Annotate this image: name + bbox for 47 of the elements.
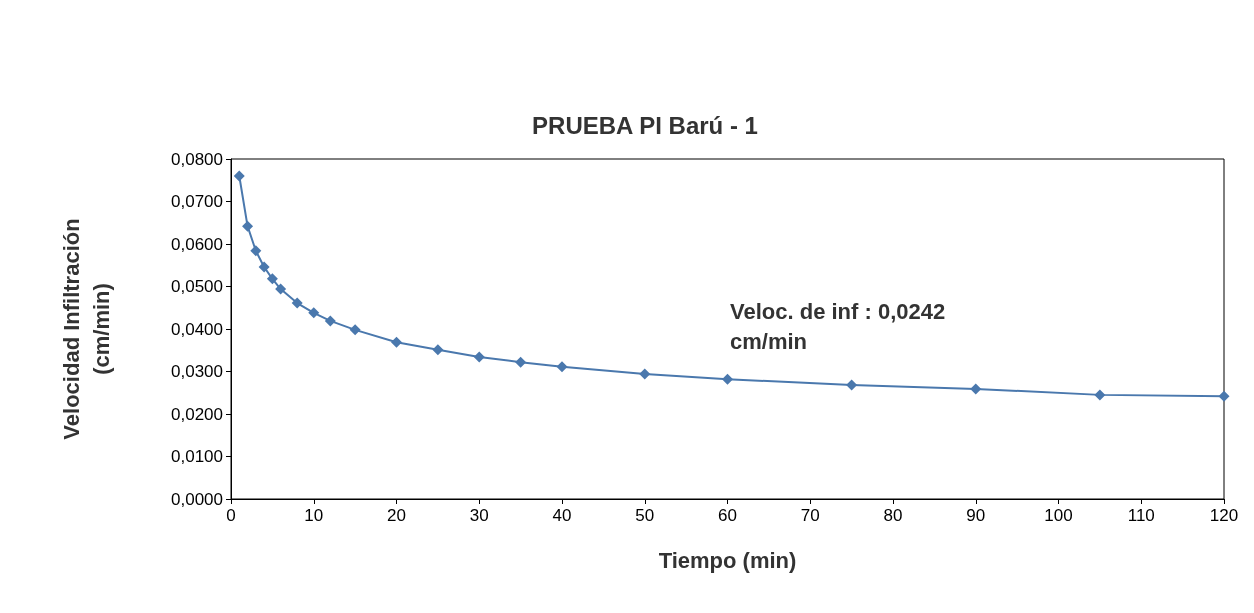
x-tick-label: 100 — [1044, 506, 1073, 525]
y-tick-label: 0,0400 — [171, 319, 223, 339]
point — [639, 368, 651, 380]
point — [432, 344, 444, 356]
x-tick-label: 120 — [1209, 506, 1239, 525]
y-tick-label: 0,0000 — [171, 489, 223, 509]
x-tick-label: 40 — [552, 506, 572, 525]
point — [556, 361, 568, 373]
y-tick-label: 0,0300 — [171, 362, 223, 381]
x-tick-label: 10 — [304, 506, 324, 525]
point — [722, 373, 733, 385]
y-tick-label: 0,0700 — [171, 192, 223, 211]
point — [515, 356, 527, 368]
point — [324, 315, 336, 327]
y-axis-title: Velocidad Infiltración (cm/min) — [58, 218, 114, 440]
point — [1094, 389, 1106, 401]
x-tick-label: 90 — [966, 506, 986, 525]
point — [473, 351, 485, 363]
point — [846, 379, 858, 391]
point — [970, 383, 982, 395]
point — [266, 273, 278, 285]
y-tick-label: 0,0600 — [171, 234, 223, 254]
point — [275, 283, 287, 295]
x-tick-label: 50 — [635, 506, 655, 525]
x-tick-label: 110 — [1127, 506, 1155, 525]
point — [250, 245, 262, 257]
point — [1218, 390, 1230, 402]
x-tick-label: 20 — [387, 506, 406, 525]
point — [349, 324, 361, 336]
point — [258, 261, 270, 273]
x-tick-label: 70 — [800, 506, 820, 525]
y-tick-label: 0,0500 — [171, 277, 223, 296]
point — [308, 307, 320, 319]
x-tick-label: 80 — [883, 506, 903, 525]
x-tick-label: 60 — [718, 506, 737, 525]
y-tick-label: 0,0800 — [171, 149, 223, 169]
x-axis-title: Tiempo (min) — [658, 547, 797, 573]
y-tick-label: 0,0100 — [171, 447, 223, 466]
point — [391, 336, 402, 348]
annotation: Veloc. de inf : 0,0242 cm/min — [730, 298, 946, 354]
x-tick-label: 0 — [226, 506, 236, 525]
point — [242, 220, 254, 232]
x-tick-label: 30 — [469, 506, 489, 525]
y-tick-label: 0,0200 — [171, 404, 223, 424]
point — [233, 170, 245, 182]
chart-title: PRUEBA PI Barú - 1 — [532, 111, 758, 139]
point — [291, 297, 303, 309]
